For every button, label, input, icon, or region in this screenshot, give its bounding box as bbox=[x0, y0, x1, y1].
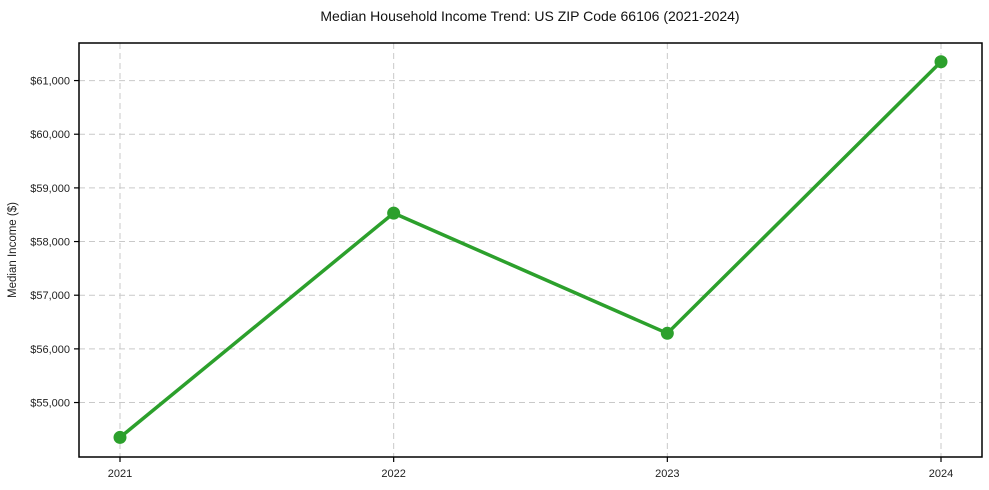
x-tick-label: 2022 bbox=[381, 468, 405, 480]
plot-border bbox=[78, 42, 983, 458]
y-tick-label: $55,000 bbox=[30, 398, 70, 410]
x-tick-label: 2021 bbox=[108, 468, 132, 480]
y-tick-label: $60,000 bbox=[30, 129, 70, 141]
data-point-2022 bbox=[387, 206, 401, 220]
data-point-2024 bbox=[934, 55, 948, 69]
y-axis-label: Median Income ($) bbox=[7, 202, 19, 298]
y-tick-label: $61,000 bbox=[30, 76, 70, 88]
data-point-2021 bbox=[113, 430, 127, 444]
y-tick-label: $56,000 bbox=[30, 344, 70, 356]
x-tick-label: 2023 bbox=[655, 468, 679, 480]
chart-title: Median Household Income Trend: US ZIP Co… bbox=[320, 8, 739, 24]
y-tick-label: $58,000 bbox=[30, 237, 70, 249]
x-tick-label: 2024 bbox=[929, 468, 953, 480]
data-point-2023 bbox=[660, 326, 674, 340]
y-tick-label: $59,000 bbox=[30, 183, 70, 195]
y-tick-label: $57,000 bbox=[30, 290, 70, 302]
income-trend-line bbox=[118, 60, 943, 440]
